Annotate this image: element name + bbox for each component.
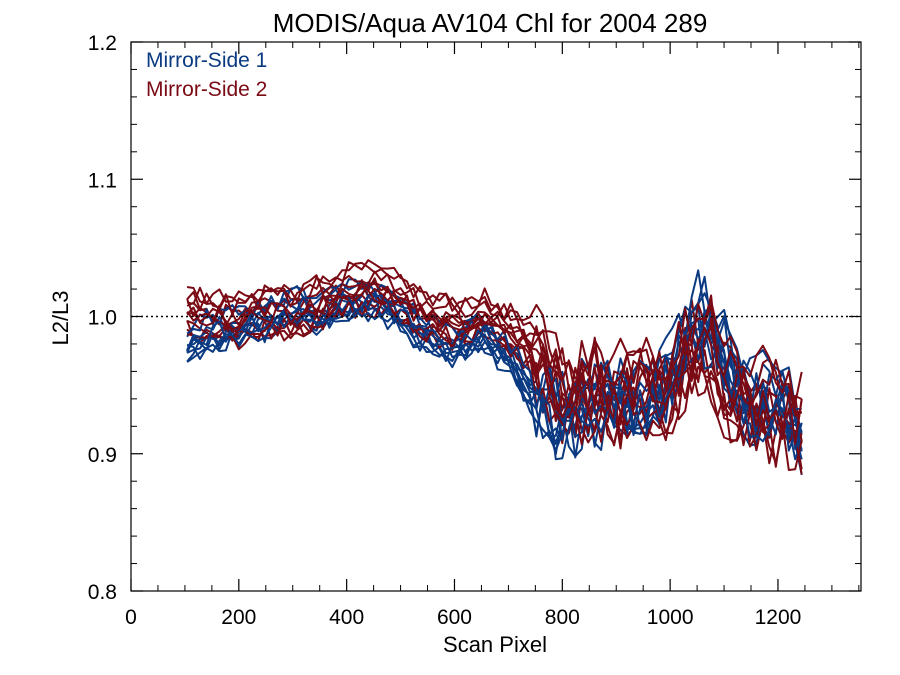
y-tick-label: 1.1	[88, 169, 117, 192]
x-tick-label: 600	[437, 606, 472, 629]
series-line-mirror-side-2	[186, 282, 803, 432]
y-tick-label: 0.9	[88, 444, 117, 467]
y-tick-label: 0.8	[88, 581, 117, 604]
legend-label-mirror-side-1: Mirror-Side 1	[146, 49, 267, 72]
x-tick-label: 800	[545, 606, 580, 629]
series-line-mirror-side-1	[186, 309, 803, 461]
x-axis-label: Scan Pixel	[443, 632, 547, 657]
x-tick-label: 0	[125, 606, 137, 629]
x-tick-label: 200	[221, 606, 256, 629]
series-line-mirror-side-1	[186, 294, 803, 445]
x-tick-label: 400	[329, 606, 364, 629]
plot-area: 0 200 400 600 800 1000 1200 0.8 0.9 1.0 1.1 1.2	[88, 32, 862, 629]
series-line-mirror-side-2	[186, 283, 803, 445]
series-line-mirror-side-2	[186, 261, 802, 413]
chart-title: MODIS/Aqua AV104 Chl for 2004 289	[273, 8, 708, 38]
x-tick-label: 1000	[647, 606, 694, 629]
series-line-mirror-side-2	[186, 294, 803, 470]
series-line-mirror-side-2	[186, 270, 803, 417]
legend-label-mirror-side-2: Mirror-Side 2	[146, 78, 267, 101]
x-tick-label: 1200	[755, 606, 802, 629]
y-tick-label: 1.0	[88, 307, 117, 330]
y-axis-label: L2/L3	[48, 290, 73, 345]
y-tick-label: 1.2	[88, 32, 117, 55]
